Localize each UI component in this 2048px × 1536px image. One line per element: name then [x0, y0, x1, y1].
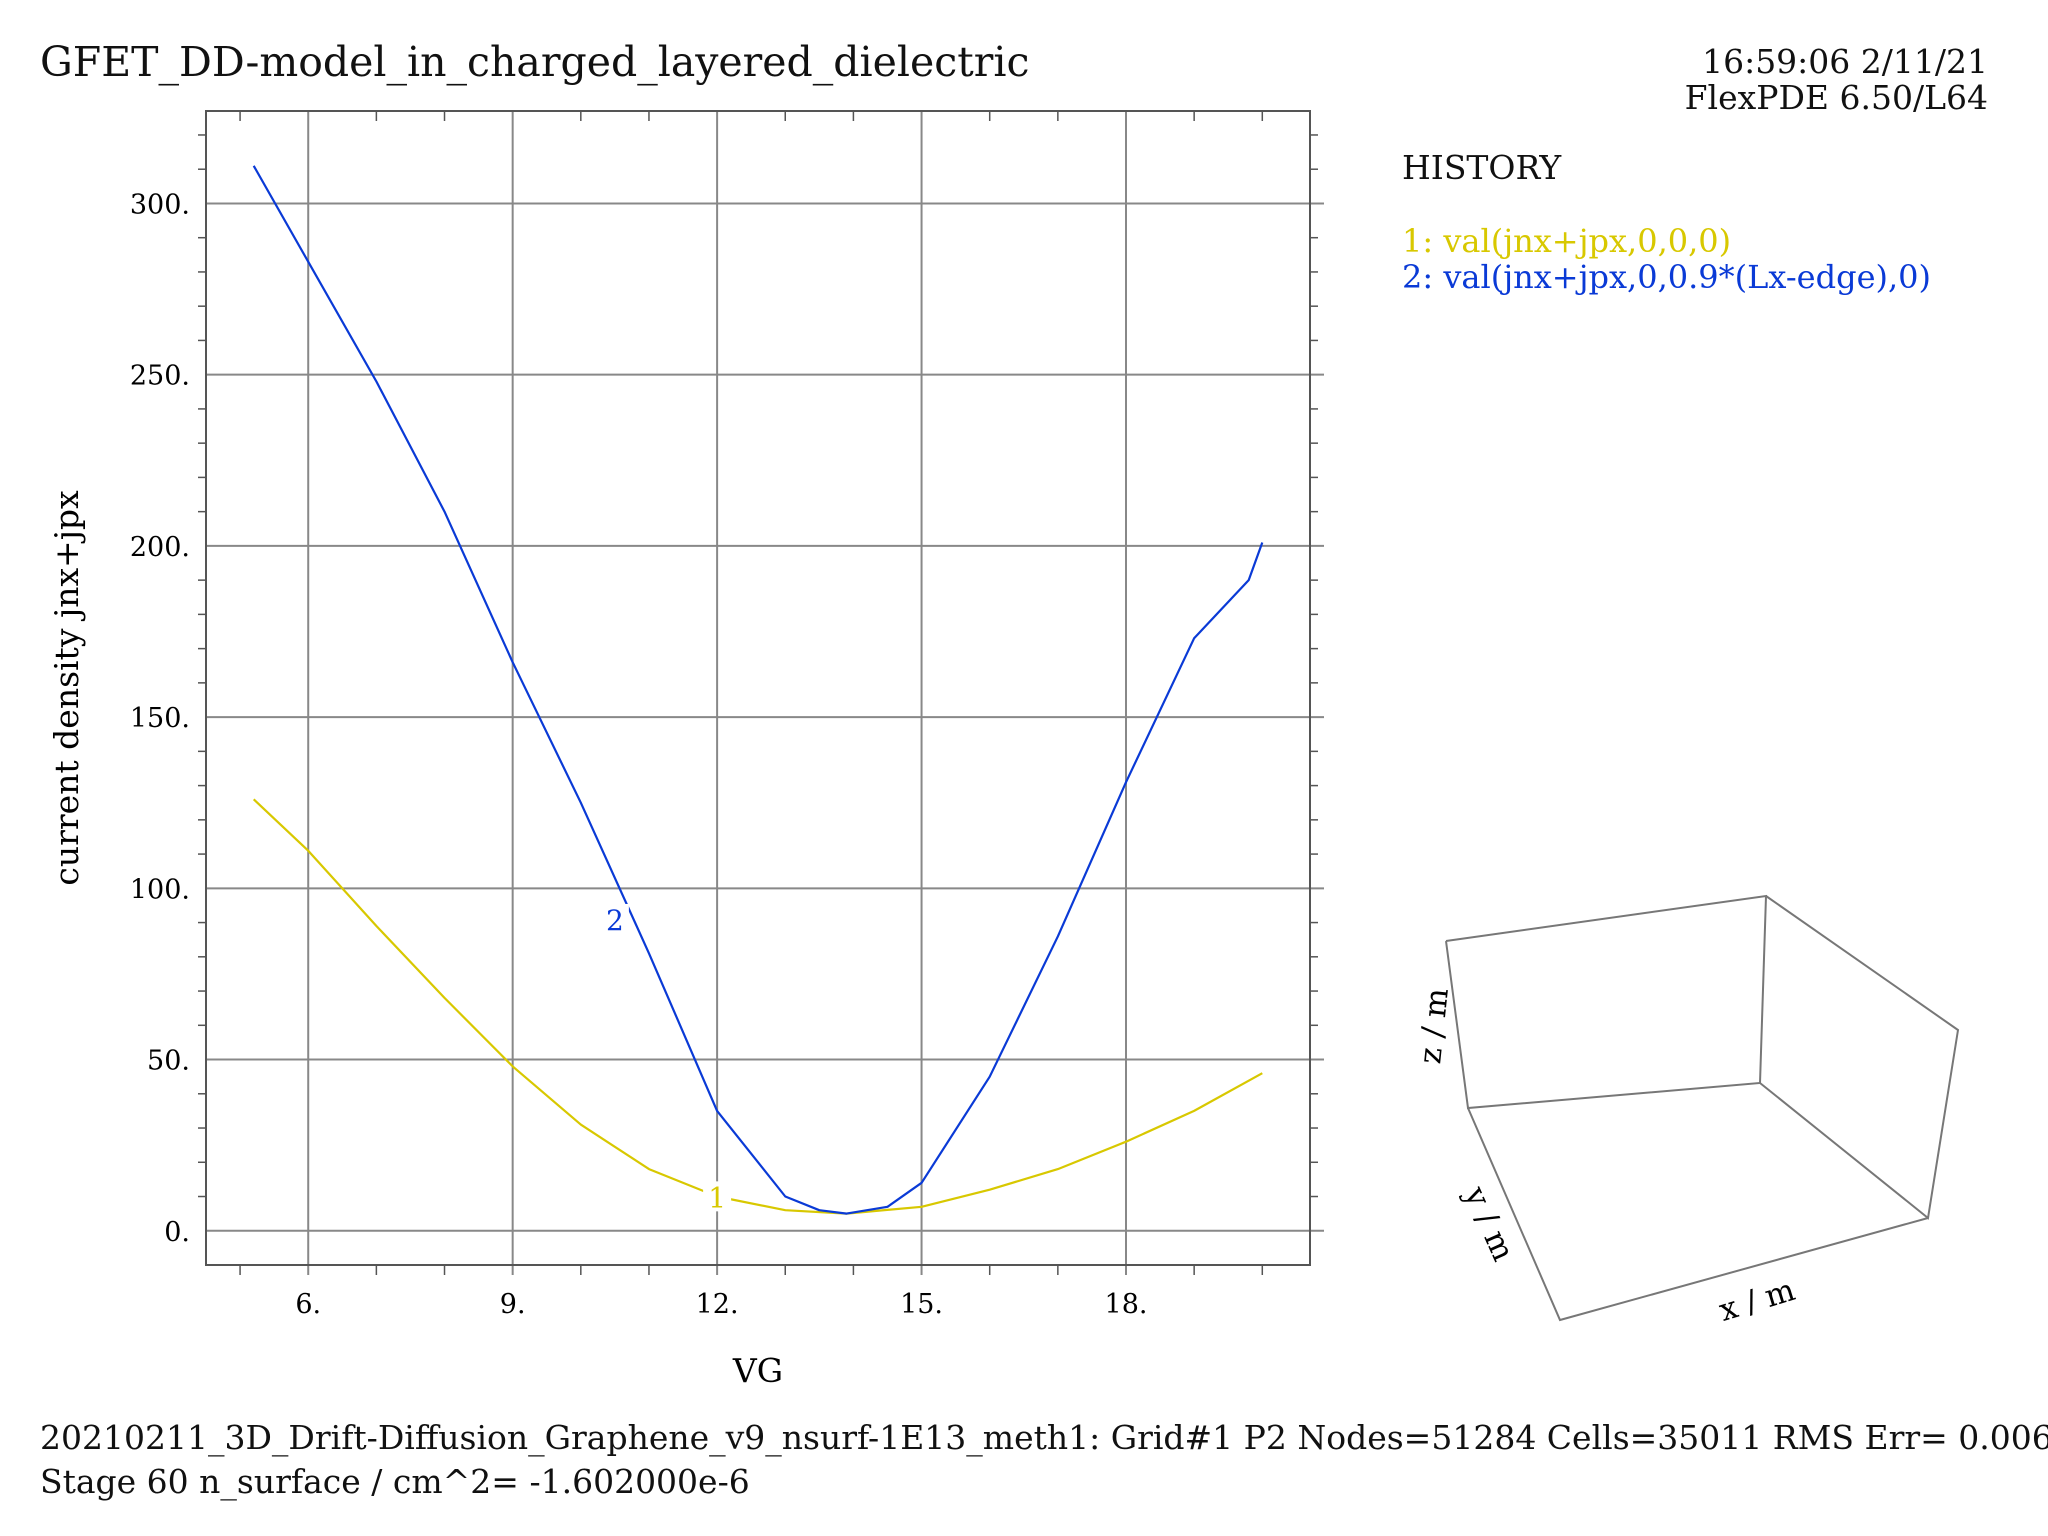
footer-run-info: 20210211_3D_Drift-Diffusion_Graphene_v9_…	[40, 1418, 2048, 1457]
y-tick-label: 0.	[164, 1217, 190, 1248]
x-axis-3d-label: x / m	[1715, 1272, 1799, 1329]
x-tick-label: 15.	[900, 1289, 943, 1320]
line-chart: 12 6. 9. 12. 15. 18.0.50.100.150.200.250.300…	[47, 110, 1960, 1390]
axes-3d-box	[1445, 894, 1960, 1322]
curve-label-1: 1	[708, 1181, 726, 1214]
footer-stage-info: Stage 60 n_surface / cm^2= -1.602000e-6	[40, 1462, 750, 1501]
x-tick-label: 9.	[500, 1289, 526, 1320]
x-axis-label: VG	[732, 1351, 783, 1390]
box-right-face	[1759, 895, 1960, 1220]
axis-ticks	[198, 111, 1318, 1275]
box-floor	[1467, 1107, 1929, 1322]
box-back-face	[1445, 894, 1768, 1110]
y-axis-label: current density jnx+jpx	[47, 490, 86, 886]
curve-label-bg	[600, 903, 629, 934]
series-1-line	[252, 798, 1263, 1215]
y-tick-label: 50.	[147, 1046, 190, 1077]
software-version: FlexPDE 6.50/L64	[1684, 78, 1988, 117]
x-tick-label: 6.	[295, 1289, 321, 1320]
legend-item-2: 2: val(jnx+jpx,0,0.9*(Lx-edge),0)	[1402, 258, 1931, 296]
y-axis-3d-label: y / m	[1457, 1180, 1522, 1266]
y-tick-label: 250.	[130, 361, 190, 392]
plot-title: GFET_DD-model_in_charged_layered_dielect…	[40, 38, 1030, 86]
timestamp: 16:59:06 2/11/21	[1702, 42, 1988, 81]
curve-label-bg	[703, 1181, 732, 1212]
x-tick-label: 18.	[1105, 1289, 1148, 1320]
tick-labels: 6. 9. 12. 15. 18. 0. 50. 100. 150. 200. 250. 300.	[130, 189, 1148, 1320]
x-tick-label: 12.	[696, 1289, 739, 1320]
plot-frame	[205, 110, 1311, 1266]
y-tick-label: 100.	[130, 874, 190, 905]
y-tick-label: 200.	[130, 532, 190, 563]
curve-label-2: 2	[606, 904, 624, 937]
y-tick-label: 150.	[130, 703, 190, 734]
series-2-line	[252, 165, 1264, 1215]
timestamp-block: 16:59:06 2/11/21 FlexPDE 6.50/L64	[1685, 44, 1988, 116]
z-axis-3d-label: z / m	[1412, 986, 1456, 1065]
legend-item-1: 1: val(jnx+jpx,0,0,0)	[1402, 222, 1732, 260]
chart-grid	[206, 111, 1324, 1275]
legend-title: HISTORY	[1402, 148, 1562, 187]
y-tick-label: 300.	[130, 189, 190, 220]
chart-series: 12	[252, 165, 1264, 1215]
